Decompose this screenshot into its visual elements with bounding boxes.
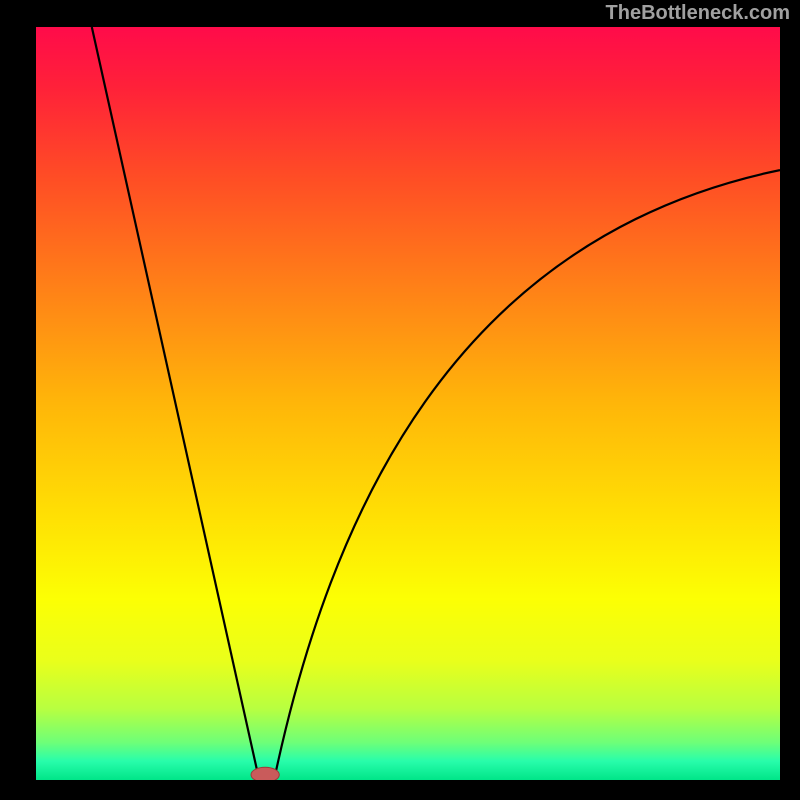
- bottleneck-curve: [36, 27, 780, 780]
- minimum-marker: [251, 767, 279, 780]
- curve-right-branch: [274, 170, 780, 780]
- chart-frame: [0, 0, 800, 800]
- plot-area: [36, 27, 780, 780]
- curve-left-branch: [92, 27, 259, 780]
